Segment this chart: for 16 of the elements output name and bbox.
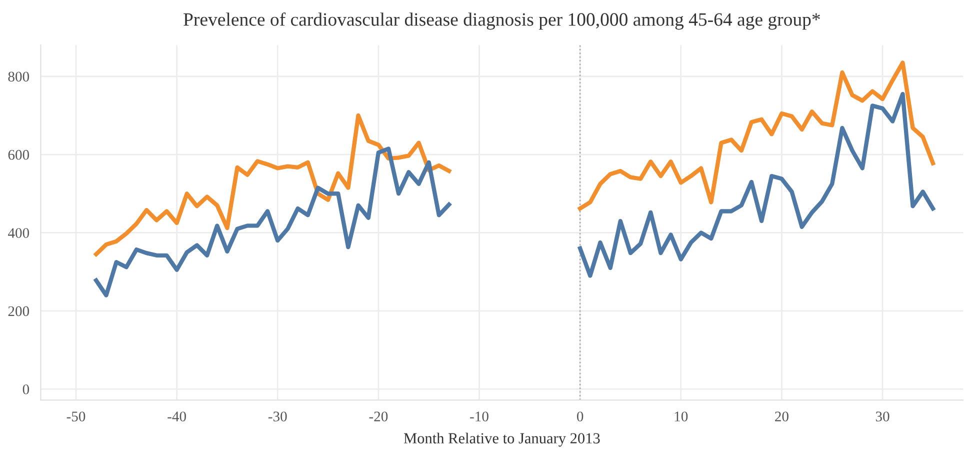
x-tick-label: -50 <box>66 412 86 422</box>
y-tick-label: 200 <box>8 306 30 316</box>
x-tick-label: -30 <box>268 412 287 422</box>
x-tick-label: -10 <box>470 412 488 422</box>
y-tick-label: 400 <box>8 228 30 238</box>
x-tick-label: -20 <box>369 412 388 422</box>
x-tick-label: -40 <box>168 412 186 422</box>
x-tick-label: 20 <box>775 412 788 422</box>
y-tick-label: 0 <box>22 384 30 394</box>
y-tick-label: 800 <box>8 72 30 82</box>
x-axis-title: Month Relative to January 2013 <box>404 432 600 447</box>
y-tick-label: 600 <box>8 150 30 160</box>
x-tick-label: 10 <box>674 412 688 422</box>
x-tick-label: 30 <box>876 412 890 422</box>
x-tick-label: 0 <box>576 412 584 422</box>
chart-title: Prevelence of cardiovascular disease diagnosis per 100,000 among 45-64 age group* <box>184 12 820 30</box>
